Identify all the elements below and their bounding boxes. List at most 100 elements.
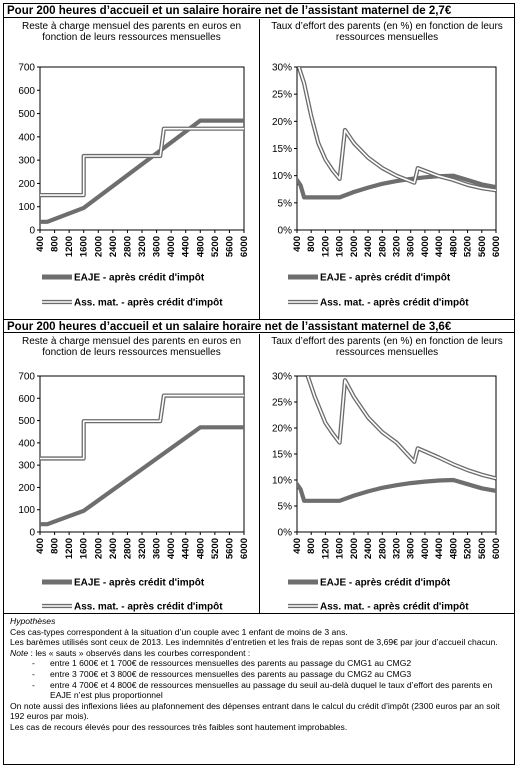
x-tick-label: 4000	[420, 236, 431, 257]
x-tick-label: 2000	[349, 236, 360, 257]
x-tick-label: 1200	[320, 538, 331, 559]
notes-line-1: Ces cas-types correspondent à la situati…	[10, 626, 348, 637]
x-tick-label: 6000	[491, 538, 502, 559]
legend-entry: EAJE - après crédit d'impôt	[42, 578, 205, 589]
series-eaje	[40, 118, 244, 224]
x-tick-label: 4800	[448, 538, 459, 559]
x-tick-label: 5200	[463, 236, 474, 257]
x-tick-label: 1600	[335, 236, 346, 257]
chart-svg-effort-rate-2-7: 0% 5% 10% 15% 20% 25% 30% 400 800 1200 1600 2000 240…	[272, 63, 502, 309]
x-tick-label: 3200	[137, 236, 148, 257]
chart-svg-remaining-cost-2-7: 0 100 200 300 400 500 600 700 400 800 1200 1600 2000…	[18, 63, 250, 309]
series-line	[40, 425, 244, 527]
legend-label: EAJE - après crédit d'impôt	[320, 273, 451, 284]
section-title-2: Pour 200 heures d’accueil et un salaire …	[4, 319, 514, 333]
notes-block: Hypothèses Ces cas-types correspondent à…	[10, 616, 512, 733]
plot-area	[39, 66, 245, 231]
y-tick-label: 25%	[272, 398, 292, 409]
x-tick-label: 2800	[122, 236, 133, 257]
x-tick-label: 4400	[434, 538, 445, 559]
x-tick-label: 4000	[420, 538, 431, 559]
series-line-inner	[306, 376, 496, 480]
y-tick-label: 15%	[272, 450, 292, 461]
note-bullet-3: entre 4 700€ et 4 800€ de ressources men…	[32, 680, 512, 701]
x-tick-label: 5600	[477, 538, 488, 559]
y-tick-label: 200	[18, 483, 35, 494]
x-tick-label: 1200	[64, 538, 75, 559]
x-tick-label: 4800	[195, 538, 206, 559]
x-tick-label: 3200	[392, 538, 403, 559]
legend-label: Ass. mat. - après crédit d'impôt	[320, 298, 469, 309]
x-tick-label: 2000	[349, 538, 360, 559]
legend-entry: EAJE - après crédit d'impôt	[42, 273, 205, 284]
legend-entry: EAJE - après crédit d'impôt	[288, 273, 451, 284]
y-tick-label: 500	[18, 109, 35, 120]
notes-heading: Hypothèses	[10, 616, 56, 626]
y-tick-label: 0	[29, 226, 35, 237]
y-tick-label: 20%	[272, 424, 292, 435]
x-tick-label: 5600	[224, 538, 235, 559]
series-line-inner	[40, 394, 244, 460]
legend-label: EAJE - après crédit d'impôt	[74, 273, 205, 284]
y-tick-label: 5%	[278, 198, 293, 209]
x-tick-label: 4400	[434, 236, 445, 257]
series-line-inner	[40, 127, 244, 196]
x-tick-label: 400	[35, 236, 46, 252]
y-tick-label: 600	[18, 394, 35, 405]
x-tick-label: 4000	[166, 236, 177, 257]
legend-entry: Ass. mat. - après crédit d'impôt	[288, 298, 469, 309]
x-tick-label: 2000	[93, 538, 104, 559]
y-tick-label: 100	[18, 505, 35, 516]
y-tick-label: 600	[18, 86, 35, 97]
x-tick-label: 1600	[79, 538, 90, 559]
notes-bullets: entre 1 600€ et 1 700€ de ressources men…	[10, 658, 512, 700]
notes-line-2: Les barèmes utilisés sont ceux de 2013. …	[10, 637, 498, 648]
x-tick-label: 6000	[491, 236, 502, 257]
x-tick-label: 800	[306, 538, 317, 554]
x-tick-label: 5600	[224, 236, 235, 257]
x-tick-label: 6000	[239, 538, 250, 559]
x-tick-label: 4400	[181, 538, 192, 559]
chart-panel-3: Reste à charge mensuel des parents en eu…	[4, 334, 260, 614]
x-tick-label: 3600	[406, 236, 417, 257]
x-tick-label: 2000	[93, 236, 104, 257]
x-tick-label: 3600	[152, 236, 163, 257]
series-line-outer	[305, 376, 496, 481]
chart-title: Taux d’effort des parents (en %) en fonc…	[271, 21, 503, 43]
x-tick-label: 400	[292, 236, 303, 252]
plot-area	[296, 66, 497, 231]
y-tick-label: 200	[18, 179, 35, 190]
x-tick-label: 800	[50, 236, 61, 252]
chart-svg-effort-rate-3-6: 0% 5% 10% 15% 20% 25% 30% 400 800 1200 1600 2000 240…	[272, 372, 502, 613]
x-tick-label: 2400	[363, 538, 374, 559]
series-line	[40, 118, 244, 224]
series-ass-mat	[40, 393, 244, 461]
y-tick-label: 400	[18, 132, 35, 143]
chart-title: Reste à charge mensuel des parents en eu…	[21, 336, 242, 358]
legend-entry: Ass. mat. - après crédit d'impôt	[42, 298, 223, 309]
chart-panel-2: Taux d’effort des parents (en %) en fonc…	[260, 19, 514, 319]
series-line	[297, 173, 496, 200]
series-line-inner	[298, 67, 496, 192]
y-tick-label: 20%	[272, 117, 292, 128]
notes-line-4: Les cas de recours élevés pour des resso…	[10, 721, 348, 732]
figure-frame: Pour 200 heures d’accueil et un salaire …	[3, 3, 515, 765]
y-tick-label: 0%	[278, 226, 293, 237]
legend-label: EAJE - après crédit d'impôt	[320, 578, 451, 589]
x-tick-label: 3200	[137, 538, 148, 559]
x-tick-label: 5200	[463, 538, 474, 559]
note-text: : les « sauts » observés dans les courbe…	[28, 647, 251, 658]
legend-label: Ass. mat. - après crédit d'impôt	[320, 602, 469, 613]
series-eaje	[297, 477, 496, 503]
plot-area	[296, 375, 497, 533]
legend-label: EAJE - après crédit d'impôt	[74, 578, 205, 589]
x-tick-label: 800	[306, 236, 317, 252]
y-tick-label: 100	[18, 202, 35, 213]
series-line-outer	[297, 67, 496, 193]
y-tick-label: 0	[29, 528, 35, 539]
x-tick-label: 5200	[210, 538, 221, 559]
series-ass-mat	[297, 67, 496, 193]
y-tick-label: 300	[18, 461, 35, 472]
x-tick-label: 800	[50, 538, 61, 554]
legend-label: Ass. mat. - après crédit d'impôt	[74, 298, 223, 309]
